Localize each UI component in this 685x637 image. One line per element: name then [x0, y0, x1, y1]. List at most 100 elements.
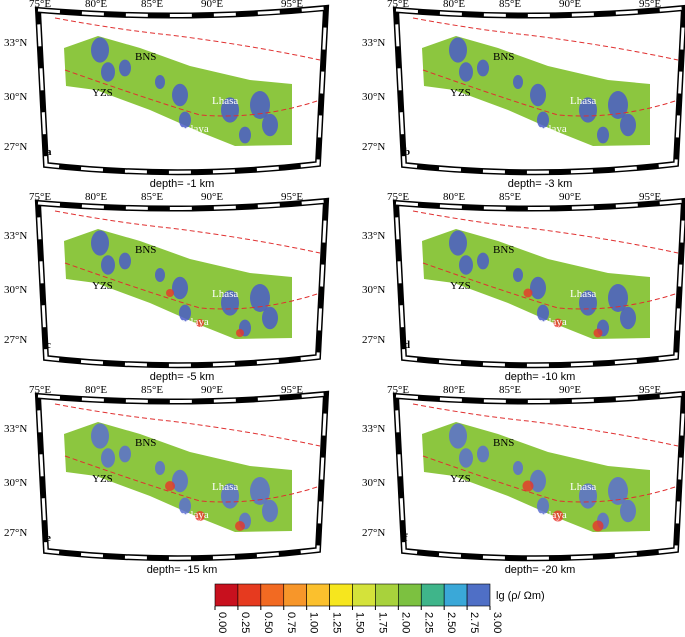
suture-line — [422, 262, 679, 310]
resistivity-anomaly — [119, 252, 131, 270]
resistivity-anomaly — [172, 83, 188, 107]
map-panel: 75°E 80°E 85°E 90°E 95°E 33°N 30°N 27°N BNS YZS Lh… — [4, 384, 330, 576]
longitude-label: 85°E — [499, 384, 521, 396]
latitude-label: 33°N — [362, 230, 385, 242]
colorbar-tick-label: 2.00 — [399, 612, 411, 633]
conductive-anomaly — [553, 318, 563, 328]
latitude-label: 33°N — [362, 423, 385, 435]
longitude-label: 85°E — [499, 0, 521, 10]
resistivity-anomaly — [172, 469, 188, 493]
feature-label: YZS — [450, 473, 471, 485]
feature-label: YZS — [92, 280, 113, 292]
resistivity-anomaly — [530, 83, 546, 107]
longitude-label: 95°E — [281, 0, 303, 10]
feature-label: Lhasa — [570, 95, 596, 107]
colorbar-tick-label: 1.50 — [354, 612, 366, 633]
feature-label: YZS — [92, 87, 113, 99]
resistivity-anomaly — [459, 448, 473, 468]
colorbar-tick-label: 0.75 — [285, 612, 297, 633]
latitude-label: 33°N — [4, 230, 27, 242]
colorbar-tick-label: 2.75 — [468, 612, 480, 633]
resistivity-anomaly — [513, 75, 523, 89]
map-panel: 75°E 80°E 85°E 90°E 95°E 33°N 30°N 27°N BNS YZS Lh… — [4, 0, 330, 190]
feature-label: BNS — [493, 51, 514, 63]
feature-label: YZS — [450, 87, 471, 99]
latitude-label: 30°N — [362, 91, 385, 103]
resistivity-anomaly — [179, 497, 191, 515]
resistivity-anomaly — [172, 276, 188, 300]
feature-label: BNS — [493, 244, 514, 256]
longitude-label: 80°E — [443, 191, 465, 203]
resistivity-anomaly — [262, 113, 278, 137]
resistivity-anomaly — [449, 37, 467, 63]
map-frame-inner — [36, 6, 328, 174]
feature-label: Himalaya — [524, 123, 567, 135]
conductive-anomaly — [236, 329, 244, 337]
resistivity-anomaly — [597, 126, 609, 144]
colorbar-segment — [420, 583, 445, 607]
longitude-label: 75°E — [29, 0, 51, 10]
conductive-anomaly — [523, 288, 533, 298]
map-panel: 75°E 80°E 85°E 90°E 95°E 33°N 30°N 27°N BNS YZS Lh… — [362, 0, 685, 190]
longitude-label: 90°E — [559, 0, 581, 10]
resistivity-anomaly — [477, 59, 489, 77]
feature-label: Himalaya — [166, 316, 209, 328]
map-panel: 75°E 80°E 85°E 90°E 95°E 33°N 30°N 27°N BNS YZS Lh… — [362, 384, 685, 576]
resistivity-anomaly — [262, 306, 278, 330]
resistivity-anomaly — [537, 497, 549, 515]
conductive-anomaly — [195, 511, 205, 521]
resistivity-anomaly — [250, 284, 270, 312]
latitude-label: 27°N — [4, 141, 27, 153]
resistivity-anomaly — [155, 461, 165, 475]
suture-line — [64, 455, 321, 503]
feature-label: Himalaya — [166, 509, 209, 521]
resistivity-anomaly — [530, 276, 546, 300]
resistivity-anomaly — [459, 62, 473, 82]
latitude-label: 30°N — [362, 284, 385, 296]
colorbar-tick-label: 1.00 — [308, 612, 320, 633]
feature-label: BNS — [135, 51, 156, 63]
resistivity-anomaly — [239, 126, 251, 144]
map-frame-inner — [394, 392, 685, 560]
longitude-label: 90°E — [201, 384, 223, 396]
suture-line — [412, 403, 679, 447]
panel-label: a — [46, 146, 52, 158]
suture-line — [412, 17, 679, 61]
panel-label: b — [404, 146, 410, 158]
depth-caption: depth= -1 km — [150, 178, 215, 190]
resistivity-anomaly — [620, 306, 636, 330]
feature-label: Lhasa — [570, 288, 596, 300]
resistivity-anomaly — [179, 111, 191, 129]
colorbar-segment — [466, 583, 491, 607]
colorbar-segment — [214, 583, 239, 607]
resistivity-anomaly — [537, 111, 549, 129]
colorbar-segment — [283, 583, 307, 607]
feature-label: Lhasa — [212, 481, 238, 493]
longitude-label: 90°E — [201, 0, 223, 10]
feature-label: BNS — [493, 437, 514, 449]
panel-label: e — [46, 532, 51, 544]
resistivity-anomaly — [530, 469, 546, 493]
colorbar-tick-label: 0.00 — [216, 612, 228, 633]
colorbar-label: lg (ρ/ Ωm) — [496, 590, 545, 602]
longitude-label: 90°E — [201, 191, 223, 203]
colorbar-tick-label: 2.25 — [422, 612, 434, 633]
resistivity-anomaly — [477, 252, 489, 270]
conductive-anomaly — [235, 521, 245, 531]
map-panel: 75°E 80°E 85°E 90°E 95°E 33°N 30°N 27°N BNS YZS Lh… — [362, 191, 685, 383]
resistivity-anomaly — [608, 284, 628, 312]
feature-label: YZS — [450, 280, 471, 292]
conductive-anomaly — [522, 480, 534, 492]
resistivity-anomaly — [620, 499, 636, 523]
resistivity-anomaly — [155, 268, 165, 282]
longitude-label: 85°E — [499, 191, 521, 203]
longitude-label: 95°E — [639, 0, 661, 10]
map-frame-inner — [394, 199, 685, 367]
longitude-label: 90°E — [559, 384, 581, 396]
panel-label: d — [404, 339, 410, 351]
resistivity-anomaly — [513, 461, 523, 475]
conductive-anomaly — [592, 520, 604, 532]
resistivity-anomaly — [459, 255, 473, 275]
latitude-label: 33°N — [4, 423, 27, 435]
longitude-label: 80°E — [443, 0, 465, 10]
